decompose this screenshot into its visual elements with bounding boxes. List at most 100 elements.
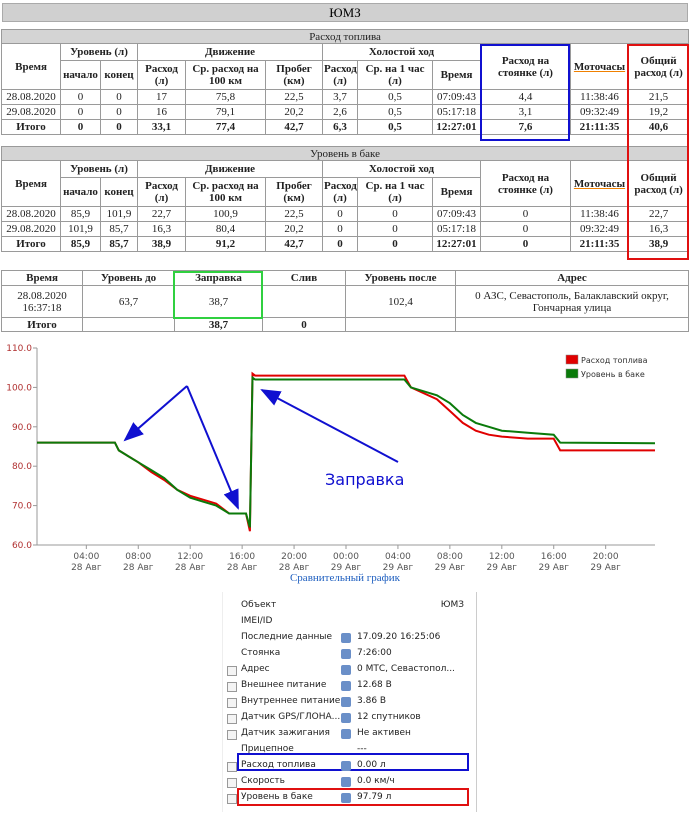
icon	[341, 761, 351, 771]
panel-value: ЮМЗ	[440, 600, 464, 610]
x-tick-date: 29 Авг	[383, 563, 414, 573]
chart: Заправка Сравнительный график 60.0 70.0 80…	[6, 344, 656, 584]
header-cell: Движение	[137, 43, 323, 61]
cell: 0	[60, 89, 101, 105]
cell: 85,7	[100, 221, 138, 237]
header-cell: начало	[60, 60, 101, 90]
checkbox[interactable]	[227, 778, 237, 788]
cell: 0,5	[357, 104, 433, 120]
panel-label: Скорость	[241, 776, 285, 786]
header-cell: Расход (л)	[322, 177, 358, 207]
panel-label: Датчик GPS/ГЛОНА...	[241, 712, 341, 722]
table-title: Расход топлива	[0, 29, 690, 44]
cell: 101,9	[60, 221, 101, 237]
cell: 21,5	[627, 89, 690, 105]
cell	[82, 317, 175, 332]
cell: 0	[480, 221, 571, 237]
cell: 0 АЗС, Севастополь, Балаклавский округ, …	[455, 285, 689, 318]
checkbox[interactable]	[227, 762, 237, 772]
row: Время Уровень (л) Движение Холостой ход Расх…	[1, 160, 690, 207]
checkbox[interactable]	[227, 666, 237, 676]
cell: 42,7	[265, 236, 323, 252]
header-text: Холостой ход	[368, 46, 435, 58]
legend-label: Расход топлива	[581, 356, 648, 365]
header-cell: Заправка	[174, 270, 263, 286]
header-cell: Уровень до	[82, 270, 175, 286]
cell: Итого	[1, 317, 83, 332]
panel-label: Внешнее питание	[241, 680, 327, 690]
header-cell: Уровень (л)	[60, 160, 138, 178]
header-cell: Расход (л)	[137, 60, 186, 90]
cell: 85,7	[100, 236, 138, 252]
cell: 101,9	[100, 206, 138, 222]
header-cell: Ср. расход на 100 км	[185, 60, 266, 90]
cell: 7,6	[480, 119, 571, 135]
panel-value: 12 спутников	[357, 712, 421, 722]
header-cell: Время	[432, 60, 481, 90]
header-text: Общий расход (л)	[634, 171, 683, 196]
checkbox[interactable]	[227, 682, 237, 692]
x-tick-label: 12:00	[177, 552, 203, 562]
panel-value: 0.00 л	[357, 760, 386, 770]
table: Расход топлива Время Уровень (л) Движение Хо…	[0, 29, 690, 135]
cell: 85,9	[60, 236, 101, 252]
cell: 17	[137, 89, 186, 105]
header-cell: Расход (л)	[322, 60, 358, 90]
x-tick-date: 29 Авг	[331, 563, 362, 573]
panel-row: Датчик зажигания Не активен	[223, 726, 476, 742]
header-text: Расход на стоянке (л)	[498, 54, 553, 79]
panel-value: 12.68 В	[357, 680, 392, 690]
cell: 102,4	[345, 285, 456, 318]
cell: 07:09:43	[432, 89, 481, 105]
header-cell: Расход (л)	[137, 177, 186, 207]
table: Уровень в баке Время Уровень (л) Движение Хо…	[0, 146, 690, 252]
panel-label: Расход топлива	[241, 760, 316, 770]
object-panel: Объект ЮМЗ IMEI/ID Последние данные 17.09.20…	[222, 592, 477, 812]
cell: 11:38:46	[570, 89, 629, 105]
cell: 0	[357, 221, 433, 237]
checkbox[interactable]	[227, 730, 237, 740]
cell: 20,2	[265, 104, 323, 120]
header-text: Уровень (л)	[70, 46, 128, 58]
header-text: Движение	[204, 46, 256, 58]
cell: 91,2	[185, 236, 266, 252]
cell: 22,5	[265, 89, 323, 105]
header-title: ЮМЗ	[2, 3, 688, 22]
row: Итого 38,7 0	[1, 317, 689, 332]
cell: 0	[322, 236, 358, 252]
checkbox[interactable]	[227, 714, 237, 724]
cell: 2,6	[322, 104, 358, 120]
header-text: Холостой ход	[368, 163, 435, 175]
header-cell: Движение	[137, 160, 323, 178]
cell: 12:27:01	[432, 119, 481, 135]
header-text: Движение	[204, 163, 256, 175]
panel-value: 97.79 л	[357, 792, 392, 802]
cell: 3,7	[322, 89, 358, 105]
row: Итого 0 0 33,1 77,4 42,7 6,3 0,5 12:27:01 7,6 21:1…	[1, 119, 690, 135]
header-cell: Общий расход (л)	[627, 160, 690, 207]
cell: 6,3	[322, 119, 358, 135]
header-cell: Время	[432, 177, 481, 207]
cell: 28.08.2020 16:37:18	[1, 285, 83, 318]
header-cell: Расход на стоянке (л)	[480, 43, 571, 90]
x-tick-label: 08:00	[437, 552, 463, 562]
x-tick-label: 08:00	[125, 552, 151, 562]
checkbox[interactable]	[227, 698, 237, 708]
panel-label: Объект	[241, 600, 277, 610]
panel-value: ---	[357, 744, 367, 754]
header-text: Моточасы	[573, 60, 626, 73]
header-cell: Ср. на 1 час (л)	[357, 60, 433, 90]
arrows	[123, 385, 399, 510]
cell: 80,4	[185, 221, 266, 237]
cell: 07:09:43	[432, 206, 481, 222]
icon	[341, 713, 351, 723]
legend-swatch	[565, 354, 579, 365]
cell: 21:11:35	[570, 119, 629, 135]
cell: 79,1	[185, 104, 266, 120]
header-cell: Моточасы	[570, 43, 629, 90]
x-tick-label: 16:00	[229, 552, 255, 562]
panel-label: IMEI/ID	[241, 616, 273, 626]
checkbox[interactable]	[227, 794, 237, 804]
header-cell: Уровень после	[345, 270, 456, 286]
y-tick-label: 110.0	[6, 344, 32, 354]
